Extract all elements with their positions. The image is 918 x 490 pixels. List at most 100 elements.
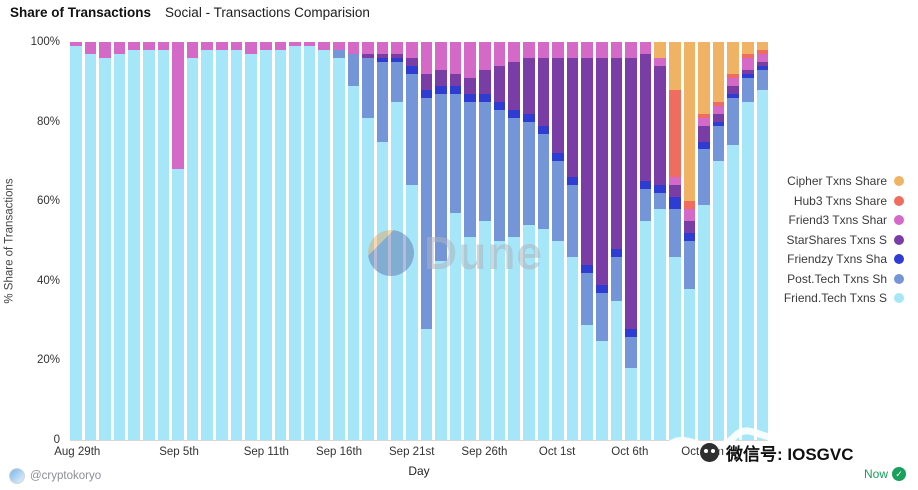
bar-segment[interactable]	[566, 177, 579, 186]
chart-bar[interactable]	[318, 42, 330, 440]
bar-segment[interactable]	[552, 161, 564, 241]
bar-segment[interactable]	[508, 61, 520, 110]
chart-bar[interactable]	[216, 42, 228, 440]
bar-segment[interactable]	[639, 189, 652, 222]
bar-segment[interactable]	[289, 45, 301, 440]
bar-segment[interactable]	[698, 113, 710, 118]
bar-segment[interactable]	[449, 85, 462, 94]
bar-segment[interactable]	[449, 42, 462, 74]
bar-segment[interactable]	[610, 57, 623, 249]
bar-segment[interactable]	[435, 85, 447, 94]
bar-segment[interactable]	[683, 42, 696, 202]
bar-segment[interactable]	[157, 42, 170, 50]
bar-segment[interactable]	[376, 57, 389, 62]
bar-segment[interactable]	[595, 57, 608, 285]
bar-segment[interactable]	[537, 133, 550, 230]
bar-segment[interactable]	[362, 42, 374, 54]
bar-segment[interactable]	[698, 149, 710, 206]
bar-segment[interactable]	[537, 229, 550, 440]
legend-item[interactable]: StarShares Txns S	[784, 233, 904, 248]
bar-segment[interactable]	[625, 328, 637, 337]
bar-segment[interactable]	[522, 121, 535, 226]
bar-segment[interactable]	[245, 53, 257, 440]
bar-segment[interactable]	[508, 117, 520, 238]
chart-bar[interactable]	[449, 42, 462, 440]
bar-segment[interactable]	[99, 57, 111, 440]
bar-segment[interactable]	[143, 49, 155, 440]
bar-segment[interactable]	[493, 42, 506, 66]
bar-segment[interactable]	[113, 42, 126, 54]
bar-segment[interactable]	[581, 42, 593, 58]
bar-segment[interactable]	[201, 42, 214, 50]
bar-segment[interactable]	[435, 93, 447, 261]
bar-segment[interactable]	[683, 209, 696, 222]
chart-bar[interactable]	[347, 42, 360, 440]
bar-segment[interactable]	[756, 61, 769, 66]
chart-bar[interactable]	[259, 42, 272, 440]
legend-item[interactable]: Friendzy Txns Sha	[784, 252, 904, 267]
bar-segment[interactable]	[727, 77, 740, 86]
bar-segment[interactable]	[420, 97, 433, 329]
bar-segment[interactable]	[216, 49, 228, 440]
chart-bar[interactable]	[668, 42, 681, 440]
chart-bar[interactable]	[712, 42, 725, 440]
bar-segment[interactable]	[654, 42, 666, 58]
chart-bar[interactable]	[610, 42, 623, 440]
bar-segment[interactable]	[464, 42, 477, 78]
bar-segment[interactable]	[435, 260, 447, 440]
bar-segment[interactable]	[391, 42, 404, 54]
bar-segment[interactable]	[376, 141, 389, 440]
bar-segment[interactable]	[712, 125, 725, 162]
bar-segment[interactable]	[668, 42, 681, 90]
bar-segment[interactable]	[332, 42, 345, 50]
chart-bar[interactable]	[420, 42, 433, 440]
bar-segment[interactable]	[464, 237, 477, 440]
chart-bar[interactable]	[143, 42, 155, 440]
bar-segment[interactable]	[610, 256, 623, 301]
bar-segment[interactable]	[712, 113, 725, 122]
bar-segment[interactable]	[259, 49, 272, 440]
chart-bar[interactable]	[435, 42, 447, 440]
bar-segment[interactable]	[742, 101, 754, 440]
bar-segment[interactable]	[435, 69, 447, 86]
bar-segment[interactable]	[727, 97, 740, 146]
bar-segment[interactable]	[449, 213, 462, 440]
bar-segment[interactable]	[493, 109, 506, 241]
bar-segment[interactable]	[552, 57, 564, 154]
bar-segment[interactable]	[625, 42, 637, 58]
chart-bar[interactable]	[522, 42, 535, 440]
bar-segment[interactable]	[712, 101, 725, 106]
bar-segment[interactable]	[318, 49, 330, 440]
bar-segment[interactable]	[727, 85, 740, 94]
bar-segment[interactable]	[668, 177, 681, 186]
bar-segment[interactable]	[84, 42, 97, 54]
bar-segment[interactable]	[698, 141, 710, 150]
chart-bar[interactable]	[654, 42, 666, 440]
bar-segment[interactable]	[552, 241, 564, 440]
bar-segment[interactable]	[230, 42, 243, 50]
bar-segment[interactable]	[698, 125, 710, 142]
bar-segment[interactable]	[420, 42, 433, 74]
bar-segment[interactable]	[143, 42, 155, 50]
chart-bar[interactable]	[391, 42, 404, 440]
bar-segment[interactable]	[595, 42, 608, 58]
bar-segment[interactable]	[683, 221, 696, 234]
bar-segment[interactable]	[537, 57, 550, 126]
bar-segment[interactable]	[668, 256, 681, 440]
bar-segment[interactable]	[698, 205, 710, 440]
bar-segment[interactable]	[742, 69, 754, 74]
bar-segment[interactable]	[493, 65, 506, 102]
bar-segment[interactable]	[727, 42, 740, 74]
chart-bar[interactable]	[376, 42, 389, 440]
bar-segment[interactable]	[259, 42, 272, 50]
chart-bar[interactable]	[727, 42, 740, 440]
bar-segment[interactable]	[537, 42, 550, 58]
chart-bar[interactable]	[756, 42, 769, 440]
bar-segment[interactable]	[698, 117, 710, 126]
bar-segment[interactable]	[566, 185, 579, 257]
bar-segment[interactable]	[522, 113, 535, 122]
chart-bar[interactable]	[464, 42, 477, 440]
bar-segment[interactable]	[318, 42, 330, 50]
bar-segment[interactable]	[186, 42, 199, 58]
bar-segment[interactable]	[362, 117, 374, 440]
